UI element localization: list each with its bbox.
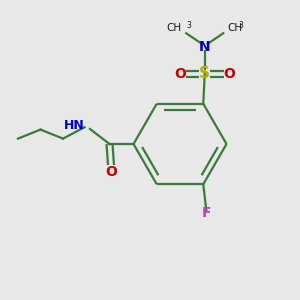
Text: O: O	[105, 165, 117, 178]
Text: F: F	[202, 206, 211, 220]
Text: O: O	[175, 67, 186, 81]
Text: 3: 3	[187, 21, 192, 30]
Text: HN: HN	[64, 118, 85, 132]
Text: CH: CH	[167, 23, 182, 33]
Text: N: N	[199, 40, 211, 54]
Text: CH: CH	[228, 23, 243, 33]
Text: O: O	[223, 67, 235, 81]
Text: 3: 3	[238, 21, 243, 30]
Text: S: S	[199, 66, 210, 81]
